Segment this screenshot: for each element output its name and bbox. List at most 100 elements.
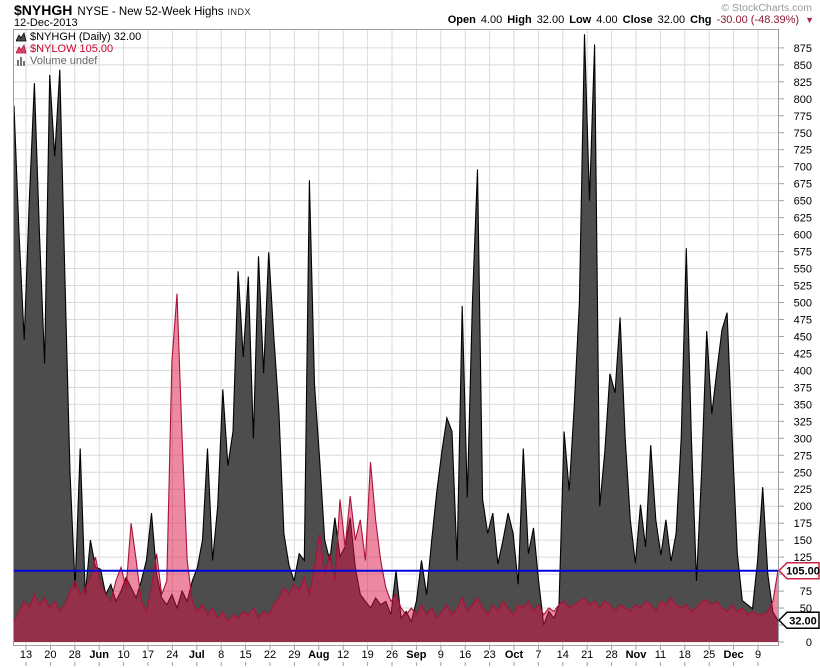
- volume-bars-icon: [17, 57, 25, 66]
- legend-nyhgh[interactable]: $NYHGH (Daily) 32.00: [16, 31, 141, 43]
- x-tick-label: 28: [69, 649, 81, 661]
- y-tick-label: 275: [794, 450, 812, 462]
- chart-header: $NYHGH NYSE - New 52-Week Highs INDX: [14, 2, 251, 18]
- x-tick-label: 10: [117, 649, 129, 661]
- plot-border: [13, 29, 779, 646]
- chg-value: -30.00 (-48.39%): [716, 14, 800, 26]
- x-tick-label: 28: [605, 649, 617, 661]
- low-value: 4.00: [596, 14, 618, 26]
- legend-nyhgh-label: $NYHGH (Daily) 32.00: [30, 31, 142, 43]
- y-tick-label: 250: [794, 467, 812, 479]
- nylow-area: [14, 293, 778, 642]
- y-tick-label: 450: [794, 331, 812, 343]
- x-tick-label: Aug: [308, 649, 329, 661]
- y-tick-label: 825: [794, 77, 812, 89]
- x-tick-label: 9: [438, 649, 444, 661]
- x-tick-label: Sep: [406, 649, 426, 661]
- y-tick-label: 625: [794, 213, 812, 225]
- open-label: Open: [447, 14, 476, 26]
- x-tick-label: 13: [20, 649, 32, 661]
- x-tick-label: 16: [459, 649, 471, 661]
- y-tick-label: 725: [794, 145, 812, 157]
- legend-volume[interactable]: Volume undef: [16, 55, 141, 67]
- x-tick-label: Jun: [89, 649, 109, 661]
- low-label: Low: [569, 14, 592, 26]
- x-tick-label: 29: [288, 649, 300, 661]
- y-tick-label: 425: [794, 348, 812, 360]
- y-tick-label: 800: [794, 94, 812, 106]
- x-tick-label: 7: [535, 649, 541, 661]
- y-tick-label: 150: [794, 535, 812, 547]
- nylow-price-tag-text: 105.00: [786, 566, 820, 578]
- chart-legend: $NYHGH (Daily) 32.00 $NYLOW 105.00 Volum…: [16, 31, 141, 67]
- symbol: $NYHGH: [14, 2, 73, 18]
- chart-date: 12-Dec-2013: [14, 17, 78, 29]
- nyhgh-price-tag-text: 32.00: [789, 615, 817, 627]
- nyhgh-line: [13, 34, 779, 626]
- x-tick-label: 9: [755, 649, 761, 661]
- nylow-price-tag: 105.00: [777, 561, 820, 580]
- y-tick-label: 500: [794, 298, 812, 310]
- y-tick-label: 550: [794, 264, 812, 276]
- area-series-icon: [16, 44, 27, 54]
- exchange-name: NYSE - New 52-Week Highs: [77, 6, 224, 18]
- x-tick-label: 17: [142, 649, 154, 661]
- x-tick-label: 24: [166, 649, 178, 661]
- index-tag: INDX: [227, 7, 252, 17]
- y-tick-label: 775: [794, 111, 812, 123]
- x-tick-label: 14: [557, 649, 569, 661]
- x-tick-label: 22: [264, 649, 276, 661]
- legend-volume-label: Volume undef: [30, 55, 98, 67]
- area-series-icon: [16, 32, 27, 42]
- nyhgh-area: [14, 34, 778, 643]
- high-value: 32.00: [536, 14, 565, 26]
- y-tick-label: 475: [794, 314, 812, 326]
- y-tick-label: 300: [794, 433, 812, 445]
- x-tick-label: 25: [703, 649, 715, 661]
- y-tick-label: 875: [794, 43, 812, 55]
- y-tick-label: 375: [794, 382, 812, 394]
- x-tick-label: 12: [337, 649, 349, 661]
- y-tick-label: 575: [794, 247, 812, 259]
- x-tick-label: Jul: [189, 649, 205, 661]
- open-value: 4.00: [480, 14, 503, 26]
- x-tick-label: 18: [679, 649, 691, 661]
- x-tick-label: 15: [239, 649, 251, 661]
- x-tick-label: 19: [361, 649, 373, 661]
- y-tick-label: 525: [794, 281, 812, 293]
- close-label: Close: [622, 14, 653, 26]
- y-tick-label: 125: [794, 552, 812, 564]
- close-value: 32.00: [657, 14, 686, 26]
- y-tick-label: 650: [794, 196, 812, 208]
- y-tick-label: 175: [794, 518, 812, 530]
- high-label: High: [507, 14, 532, 26]
- y-tick-label: 400: [794, 365, 812, 377]
- y-tick-label: 675: [794, 179, 812, 191]
- y-tick-label: 600: [794, 230, 812, 242]
- x-tick-label: 23: [483, 649, 495, 661]
- x-tick-label: Dec: [724, 649, 744, 661]
- chg-label: Chg: [690, 14, 712, 26]
- x-axis: 13 20 28 Jun 10 17 24 Jul 8 15 22 29 Aug 12 19 26 Sep 9 16…: [20, 646, 761, 666]
- quote-row: Open 4.00 High 32.00 Low 4.00 Close 32.0…: [448, 14, 814, 26]
- y-tick-label: 0: [806, 637, 812, 649]
- x-tick-label: Oct: [505, 649, 524, 661]
- copyright: © StockCharts.com: [721, 2, 812, 14]
- y-tick-label: 750: [794, 128, 812, 140]
- x-tick-label: 11: [655, 649, 666, 661]
- legend-nylow-label: $NYLOW 105.00: [30, 43, 114, 55]
- x-tick-label: 21: [581, 649, 593, 661]
- y-tick-label: 350: [794, 399, 812, 411]
- x-tick-label: Nov: [626, 649, 648, 661]
- x-tick-label: 8: [218, 649, 224, 661]
- nylow-price-tag-box: [777, 561, 820, 580]
- legend-nylow[interactable]: $NYLOW 105.00: [16, 43, 141, 55]
- y-axis: 0255075100125150175200225250275300325350…: [779, 43, 812, 649]
- x-tick-label: 20: [44, 649, 56, 661]
- y-tick-label: 75: [800, 586, 812, 598]
- y-tick-label: 225: [794, 484, 812, 496]
- y-tick-label: 200: [794, 501, 812, 513]
- down-triangle-icon: ▼: [805, 15, 814, 25]
